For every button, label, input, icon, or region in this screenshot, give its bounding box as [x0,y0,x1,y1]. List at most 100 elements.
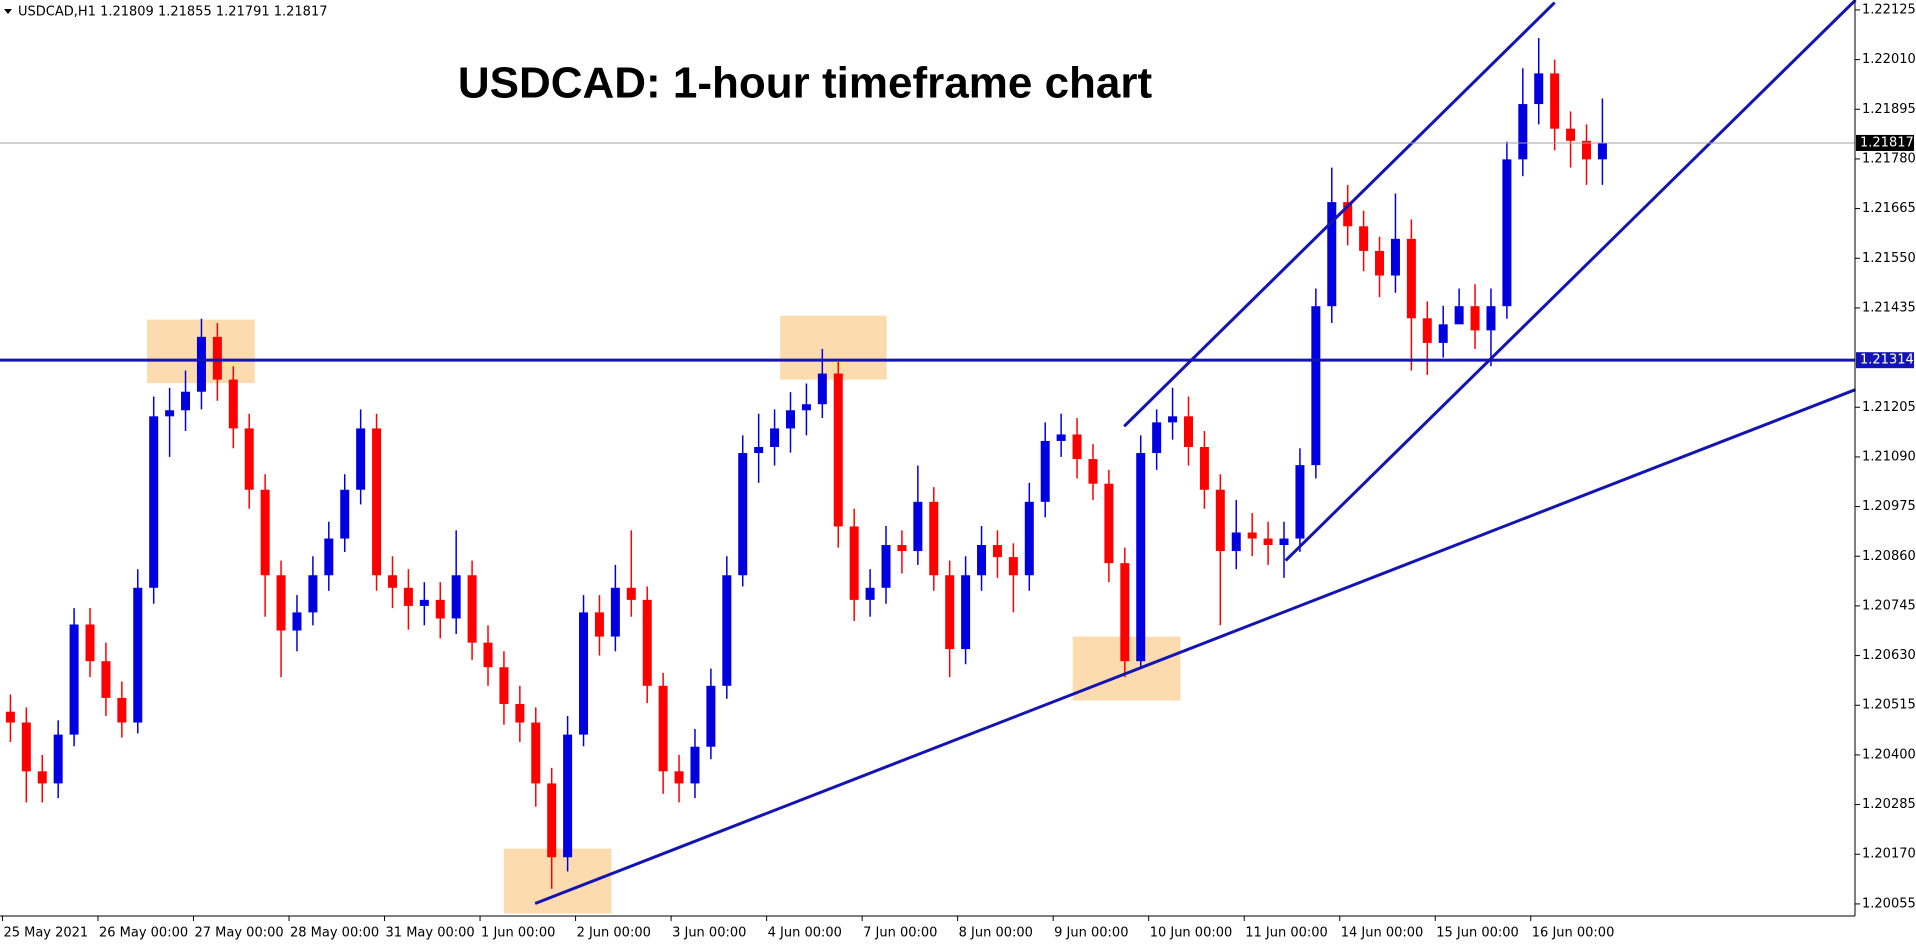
candle-body [292,612,302,631]
y-tick-label: 1.21665 [1862,201,1916,216]
x-tick-label: 11 Jun 00:00 [1245,926,1328,941]
candle-body [37,771,47,784]
x-tick-label: 31 May 00:00 [386,926,475,941]
candle-body [929,501,939,576]
candle-body [1088,459,1098,484]
candle-body [865,587,875,600]
candle-body [849,526,859,600]
candle-body [308,575,318,613]
candle-body [1597,142,1607,160]
candle-body [913,501,923,552]
candle-body [1120,563,1130,662]
candle-body [1406,238,1416,319]
candle-body [133,587,143,723]
candle-body [961,575,971,650]
y-tick-label: 1.20860 [1862,549,1916,564]
candle-body [1486,306,1496,331]
trend-line [1284,0,1857,562]
candle-body [1072,434,1082,460]
candle-body [1215,489,1225,552]
candle-body [722,575,732,686]
chart-header: USDCAD,H1 1.21809 1.21855 1.21791 1.2181… [18,5,328,20]
candle-body [579,612,589,735]
candle-body [1534,73,1544,105]
candle-body [467,575,477,643]
candle-body [706,685,716,747]
y-tick-label: 1.20400 [1862,747,1916,762]
highlight-zone [780,315,887,380]
y-tick-label: 1.21435 [1862,300,1916,315]
candle-body [817,373,827,405]
candle-body [1438,324,1448,343]
candle-body [5,711,15,723]
x-tick-label: 9 Jun 00:00 [1054,926,1128,941]
candle-body [499,667,509,704]
candle-body [1518,104,1528,160]
candle-body [626,587,636,600]
y-tick-label: 1.20285 [1862,797,1916,812]
y-tick-label: 1.20745 [1862,598,1916,613]
candle-body [85,624,95,662]
candle-body [483,642,493,668]
candle-body [1199,446,1209,490]
candle-body [992,545,1002,558]
candle-body [117,697,127,723]
candle-body [801,404,811,411]
candle-body [1581,140,1591,160]
x-tick-label: 27 May 00:00 [194,926,283,941]
candle-body [1152,422,1162,454]
candle-body [1359,226,1369,251]
candle-body [515,703,525,723]
y-tick-label: 1.20975 [1862,499,1916,514]
x-tick-label: 8 Jun 00:00 [959,926,1033,941]
candle-body [1040,440,1050,502]
candle-body [1008,557,1018,576]
candle-body [674,771,684,784]
candle-body [101,661,111,698]
candle-body [21,722,31,772]
x-tick-label: 10 Jun 00:00 [1150,926,1233,941]
candle-body [642,599,652,686]
candle-body [1247,532,1257,539]
candle-body [69,624,79,735]
level-label: 1.21314 [1860,353,1914,368]
candle-body [212,336,222,380]
candle-body [1311,306,1321,466]
x-tick-label: 3 Jun 00:00 [672,926,746,941]
candle-body [1231,532,1241,552]
candle-body [1502,159,1512,307]
candle-body [276,575,286,631]
candle-body [244,428,254,490]
x-tick-label: 4 Jun 00:00 [768,926,842,941]
y-tick-label: 1.20055 [1862,896,1916,911]
candle-body [1024,501,1034,576]
candle-body [149,416,159,588]
candle-body [547,783,557,858]
candle-body [658,685,668,772]
candle-body [754,446,764,454]
candle-body [435,599,445,619]
y-tick-label: 1.21205 [1862,400,1916,415]
y-tick-label: 1.20170 [1862,847,1916,862]
y-tick-label: 1.22125 [1862,2,1916,17]
menu-arrow [4,9,12,14]
x-tick-label: 25 May 2021 [3,926,88,941]
candle-body [1327,202,1337,307]
candle-body [1295,465,1305,539]
candle-body [228,379,238,429]
candle-body [1168,416,1178,423]
candle-body [610,587,620,637]
candle-body [1183,416,1193,447]
chart-title: USDCAD: 1-hour timeframe chart [458,59,1153,108]
x-tick-label: 2 Jun 00:00 [577,926,651,941]
candle-body [1390,238,1400,276]
candle-body [260,489,270,576]
candle-body [1279,538,1289,546]
candle-body [738,453,748,576]
candle-body [387,575,397,588]
candle-body [563,734,573,858]
candle-body [340,489,350,539]
candle-body [1566,128,1576,141]
